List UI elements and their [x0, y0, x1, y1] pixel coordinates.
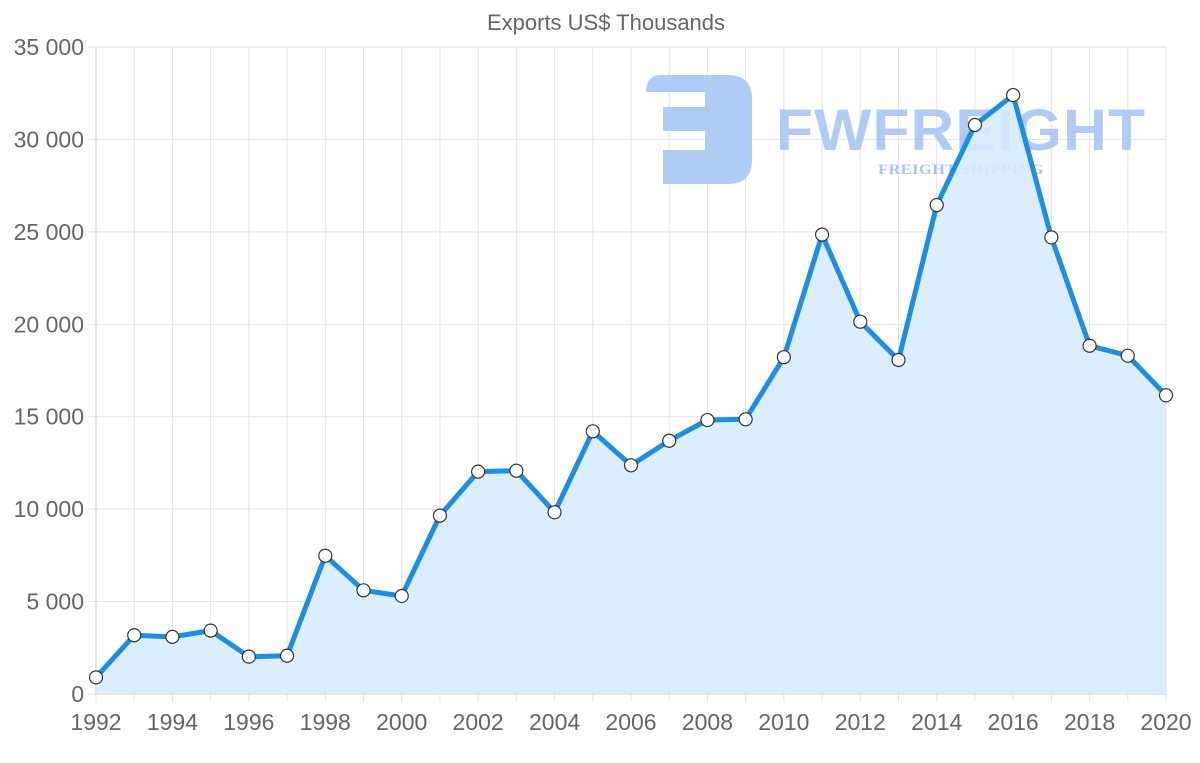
x-tick-label: 2014 [911, 709, 962, 735]
x-tick-label: 2018 [1064, 709, 1115, 735]
x-tick-label: 2010 [758, 709, 809, 735]
data-point-2007[interactable] [662, 433, 677, 448]
x-tick-label: 1992 [70, 709, 121, 735]
area-fill [96, 95, 1166, 695]
x-tick-label: 2006 [605, 709, 656, 735]
data-point-2000[interactable] [394, 588, 409, 604]
data-point-1998[interactable] [318, 548, 333, 563]
data-point-2012[interactable] [853, 314, 868, 329]
data-point-2004[interactable] [547, 505, 562, 520]
data-point-2019[interactable] [1120, 348, 1135, 363]
y-tick-label: 20 000 [14, 311, 84, 337]
y-tick-label: 0 [71, 681, 84, 707]
data-point-2009[interactable] [738, 412, 753, 427]
data-point-2006[interactable] [623, 458, 639, 473]
data-point-1995[interactable] [203, 623, 218, 638]
x-tick-label: 1996 [223, 709, 274, 735]
x-axis: 1992 1994 1996 1998 2000 2002 2004 2006 2008 2010… [70, 709, 1191, 735]
data-point-2002[interactable] [471, 464, 486, 479]
fwfreight-watermark: FWFREIGHT FREIGHT SHIPPING [646, 75, 1145, 184]
data-point-markers [88, 87, 1174, 685]
data-point-2015[interactable] [967, 117, 983, 133]
y-axis: 0 5 000 10 000 15 000 20 000 25 000 30 000 35 0… [14, 34, 84, 707]
data-point-1993[interactable] [127, 628, 142, 643]
data-point-1997[interactable] [279, 648, 295, 663]
x-tick-label: 2020 [1140, 709, 1191, 735]
y-tick-label: 10 000 [14, 496, 84, 522]
data-point-2014[interactable] [929, 197, 944, 213]
y-tick-label: 35 000 [14, 34, 84, 60]
y-tick-label: 30 000 [14, 126, 84, 152]
data-point-2003[interactable] [509, 463, 524, 478]
data-point-2010[interactable] [776, 350, 791, 365]
data-point-2005[interactable] [585, 424, 600, 439]
x-tick-label: 2002 [453, 709, 504, 735]
data-point-1994[interactable] [165, 629, 180, 644]
data-point-1996[interactable] [241, 649, 256, 664]
fwfreight-logo-icon [646, 75, 752, 184]
data-point-2020[interactable] [1158, 388, 1174, 403]
data-point-2013[interactable] [891, 352, 906, 368]
x-tick-label: 1994 [147, 709, 198, 735]
data-point-2016[interactable] [1006, 87, 1021, 103]
data-point-1999[interactable] [356, 583, 371, 598]
data-point-2001[interactable] [432, 508, 448, 523]
x-tick-label: 2008 [682, 709, 733, 735]
data-point-2011[interactable] [814, 227, 830, 242]
x-tick-label: 2012 [835, 709, 886, 735]
chart-title: Exports US$ Thousands [487, 10, 725, 35]
y-tick-label: 5 000 [26, 589, 84, 615]
data-point-1992[interactable] [88, 670, 104, 685]
y-tick-label: 15 000 [14, 404, 84, 430]
y-tick-label: 25 000 [14, 219, 84, 245]
x-tick-label: 2000 [376, 709, 427, 735]
data-point-2008[interactable] [700, 412, 715, 428]
x-tick-label: 1998 [300, 709, 351, 735]
data-point-2017[interactable] [1044, 230, 1059, 245]
data-point-2018[interactable] [1082, 338, 1097, 353]
x-tick-label: 2016 [988, 709, 1039, 735]
x-tick-label: 2004 [529, 709, 580, 735]
